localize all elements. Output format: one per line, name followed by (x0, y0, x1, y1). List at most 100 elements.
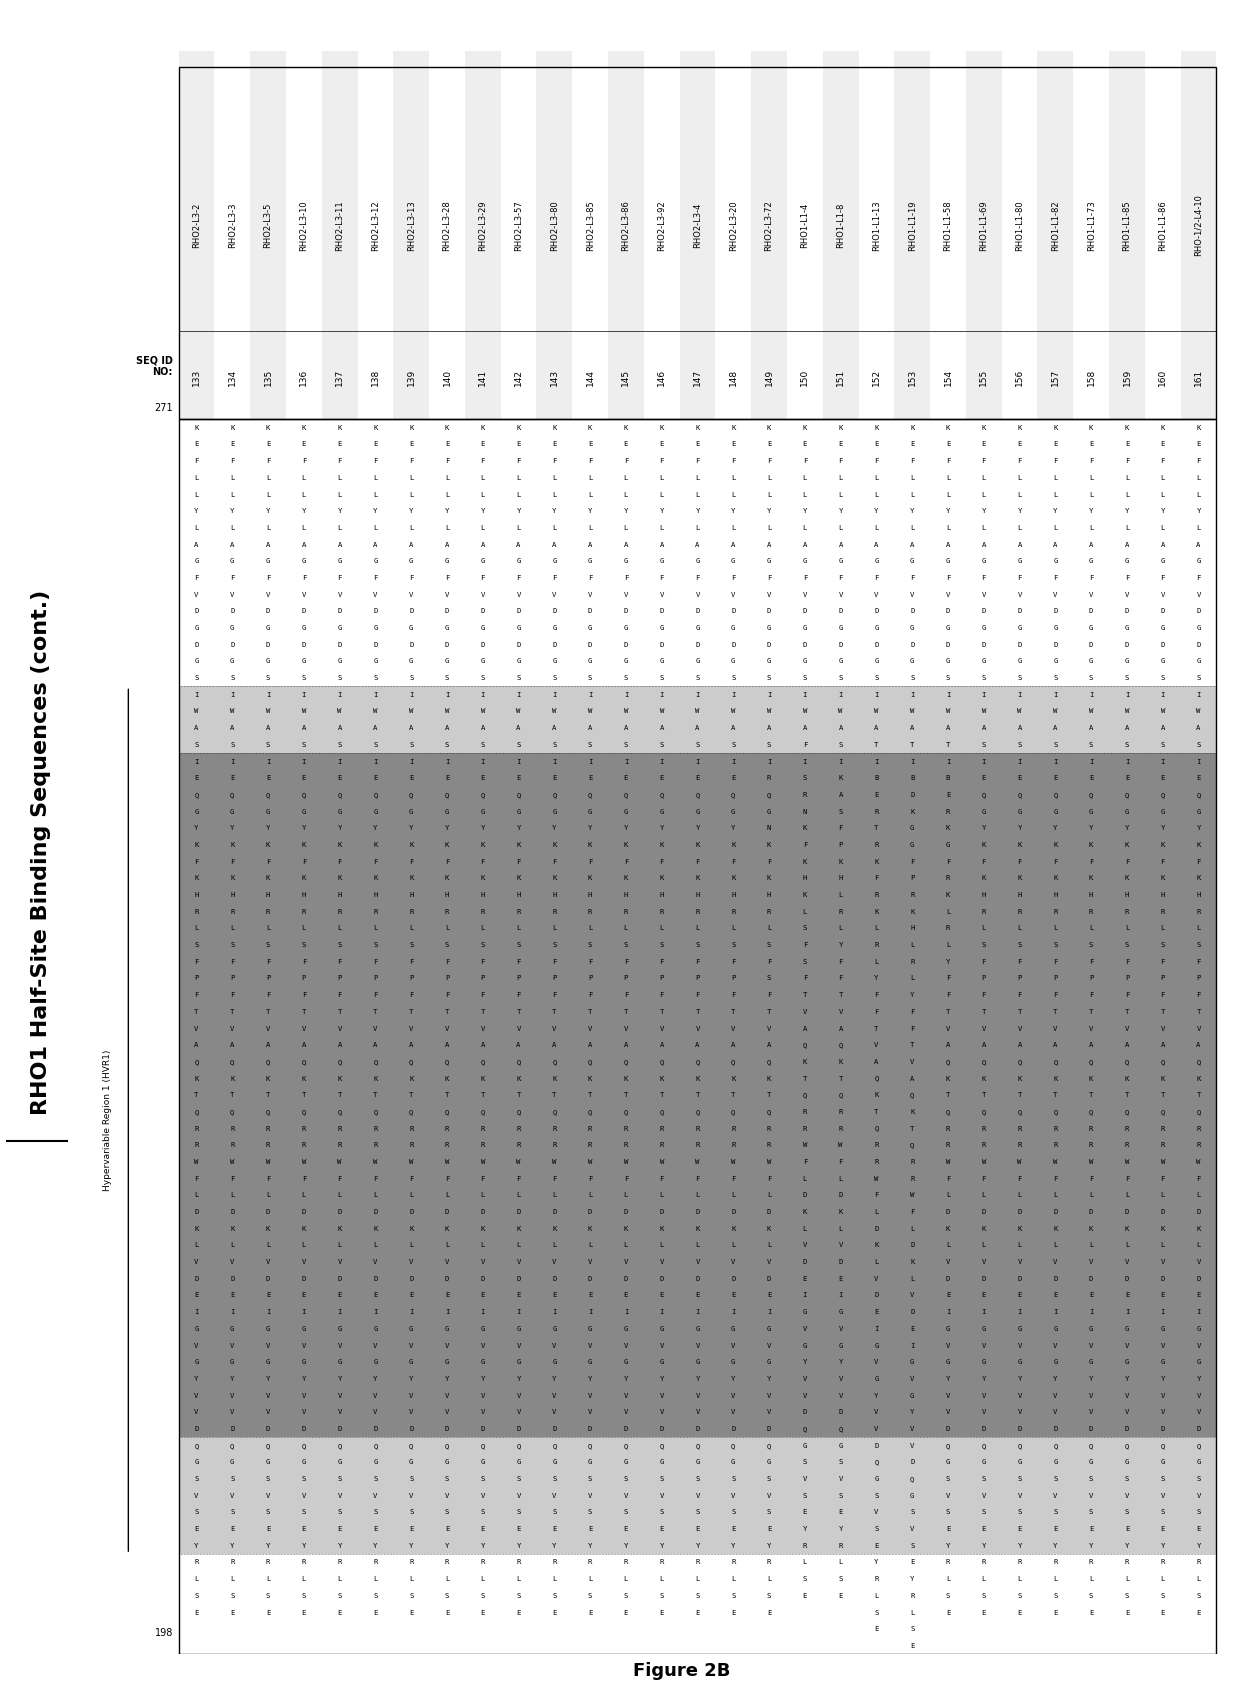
Text: K: K (265, 425, 270, 430)
Text: Y: Y (373, 1543, 378, 1550)
Text: I: I (946, 1310, 950, 1315)
Bar (966, 51, 1002, 419)
Bar (179, 770, 1216, 787)
Text: 137: 137 (335, 368, 345, 387)
Text: F: F (445, 959, 449, 966)
Text: E: E (265, 1293, 270, 1298)
Text: A: A (1053, 542, 1058, 547)
Text: S: S (373, 1593, 378, 1599)
Text: G: G (624, 1460, 629, 1465)
Text: A: A (802, 1026, 807, 1031)
Bar (179, 1470, 1216, 1487)
Text: S: S (1089, 675, 1094, 680)
Text: R: R (910, 1175, 914, 1182)
Text: G: G (1089, 1359, 1094, 1366)
Text: F: F (1197, 576, 1200, 581)
Text: F: F (409, 859, 413, 864)
Text: S: S (265, 1593, 270, 1599)
Text: R: R (1053, 1143, 1058, 1148)
Text: G: G (1161, 1325, 1164, 1332)
Text: K: K (265, 1075, 270, 1082)
Text: Y: Y (732, 1376, 735, 1382)
Text: L: L (1053, 1242, 1058, 1249)
Text: F: F (1197, 959, 1200, 966)
Text: D: D (265, 641, 270, 648)
Text: P: P (696, 976, 699, 981)
Text: K: K (1089, 425, 1094, 430)
Text: F: F (838, 976, 843, 981)
Text: T: T (946, 1009, 950, 1014)
Text: E: E (624, 1293, 629, 1298)
Text: Q: Q (660, 1058, 663, 1065)
Text: E: E (1197, 442, 1200, 447)
Text: T: T (766, 1009, 771, 1014)
Text: W: W (1125, 1160, 1130, 1165)
Text: D: D (445, 1209, 449, 1215)
Text: I: I (1089, 1310, 1094, 1315)
Text: G: G (552, 809, 557, 815)
Text: V: V (1125, 592, 1130, 598)
Text: G: G (481, 1325, 485, 1332)
Text: R: R (624, 908, 629, 915)
Text: I: I (1125, 692, 1130, 697)
Text: E: E (516, 1610, 521, 1615)
Text: D: D (802, 1192, 807, 1198)
Text: A: A (409, 542, 413, 547)
Text: Q: Q (265, 1443, 270, 1448)
Text: RHO2-L3-2: RHO2-L3-2 (192, 203, 201, 248)
Text: L: L (1161, 1242, 1164, 1249)
Bar (179, 1053, 1216, 1070)
Text: P: P (1197, 976, 1200, 981)
Text: E: E (195, 1610, 198, 1615)
Text: E: E (874, 442, 879, 447)
Text: L: L (802, 1175, 807, 1182)
Text: L: L (1053, 491, 1058, 498)
Text: T: T (1089, 1009, 1094, 1014)
Text: L: L (838, 1225, 843, 1232)
Text: G: G (946, 625, 950, 631)
Text: G: G (1017, 658, 1022, 665)
Text: W: W (1017, 709, 1022, 714)
Text: V: V (588, 1026, 593, 1031)
Text: F: F (982, 576, 986, 581)
Text: V: V (1125, 1393, 1130, 1399)
Text: V: V (195, 1026, 198, 1031)
Text: G: G (301, 559, 306, 564)
Text: R: R (552, 1143, 557, 1148)
Text: S: S (552, 675, 557, 680)
Text: Q: Q (910, 1092, 914, 1099)
Text: A: A (231, 726, 234, 731)
Text: F: F (301, 1175, 306, 1182)
Text: Q: Q (910, 1143, 914, 1148)
Text: E: E (1053, 775, 1058, 782)
Text: L: L (1053, 525, 1058, 532)
Text: E: E (1053, 442, 1058, 447)
Text: S: S (337, 1509, 342, 1516)
Text: I: I (373, 1310, 378, 1315)
Text: Q: Q (301, 792, 306, 798)
Text: A: A (802, 542, 807, 547)
Text: I: I (231, 1310, 234, 1315)
Text: S: S (1089, 1475, 1094, 1482)
Text: Q: Q (874, 1126, 879, 1131)
Text: E: E (766, 442, 771, 447)
Text: K: K (624, 876, 629, 881)
Text: A: A (301, 1041, 306, 1048)
Text: RHO2-L3-4: RHO2-L3-4 (693, 203, 702, 248)
Text: D: D (588, 1426, 593, 1431)
Text: 157: 157 (1050, 368, 1060, 387)
Text: L: L (838, 1175, 843, 1182)
Text: K: K (838, 859, 843, 864)
Bar (179, 1436, 1216, 1453)
Text: F: F (874, 457, 879, 464)
Bar (179, 719, 1216, 736)
Text: D: D (624, 1426, 629, 1431)
Text: Q: Q (516, 792, 521, 798)
Text: T: T (1017, 1009, 1022, 1014)
Text: S: S (409, 741, 413, 748)
Bar (572, 51, 608, 419)
Text: T: T (696, 1092, 699, 1099)
Text: G: G (588, 1460, 593, 1465)
Text: V: V (1161, 1409, 1164, 1415)
Text: S: S (373, 942, 378, 949)
